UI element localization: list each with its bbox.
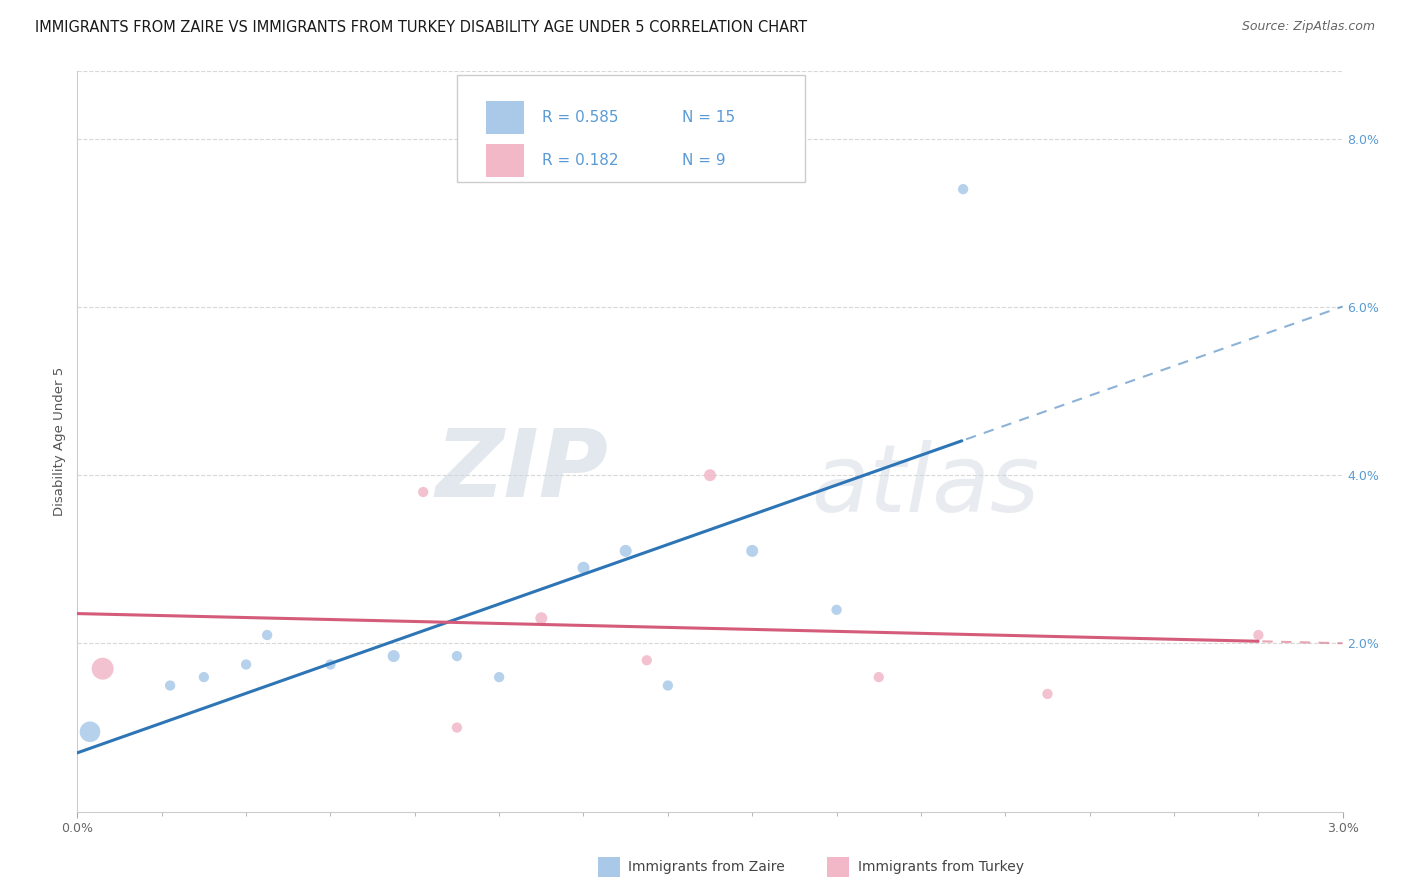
Text: R = 0.585: R = 0.585 xyxy=(541,110,619,125)
Point xyxy=(1036,687,1059,701)
Point xyxy=(741,544,763,558)
Bar xyxy=(827,857,849,877)
Point xyxy=(79,724,101,739)
Point xyxy=(488,670,510,684)
Point xyxy=(412,485,434,500)
FancyBboxPatch shape xyxy=(486,144,524,178)
Point xyxy=(657,679,679,693)
Point xyxy=(868,670,890,684)
Point xyxy=(319,657,342,672)
FancyBboxPatch shape xyxy=(457,75,806,183)
Point xyxy=(446,649,468,664)
Point xyxy=(256,628,278,642)
FancyBboxPatch shape xyxy=(486,101,524,135)
Text: R = 0.182: R = 0.182 xyxy=(541,153,619,168)
Point xyxy=(614,544,637,558)
Point xyxy=(91,662,114,676)
Point xyxy=(530,611,553,625)
Point xyxy=(1247,628,1270,642)
Point xyxy=(446,721,468,735)
Point xyxy=(572,560,595,574)
Text: Immigrants from Zaire: Immigrants from Zaire xyxy=(628,860,785,874)
Text: atlas: atlas xyxy=(811,441,1039,532)
Point xyxy=(382,649,405,664)
Point xyxy=(235,657,257,672)
Bar xyxy=(598,857,620,877)
Point xyxy=(952,182,974,196)
Point xyxy=(825,603,848,617)
Text: IMMIGRANTS FROM ZAIRE VS IMMIGRANTS FROM TURKEY DISABILITY AGE UNDER 5 CORRELATI: IMMIGRANTS FROM ZAIRE VS IMMIGRANTS FROM… xyxy=(35,20,807,35)
Point xyxy=(193,670,215,684)
Text: N = 9: N = 9 xyxy=(682,153,725,168)
Text: Source: ZipAtlas.com: Source: ZipAtlas.com xyxy=(1241,20,1375,33)
Point xyxy=(636,653,658,667)
Text: Immigrants from Turkey: Immigrants from Turkey xyxy=(858,860,1024,874)
Text: ZIP: ZIP xyxy=(436,425,609,517)
Point xyxy=(699,468,721,483)
Text: N = 15: N = 15 xyxy=(682,110,735,125)
Y-axis label: Disability Age Under 5: Disability Age Under 5 xyxy=(53,367,66,516)
Point xyxy=(159,679,181,693)
